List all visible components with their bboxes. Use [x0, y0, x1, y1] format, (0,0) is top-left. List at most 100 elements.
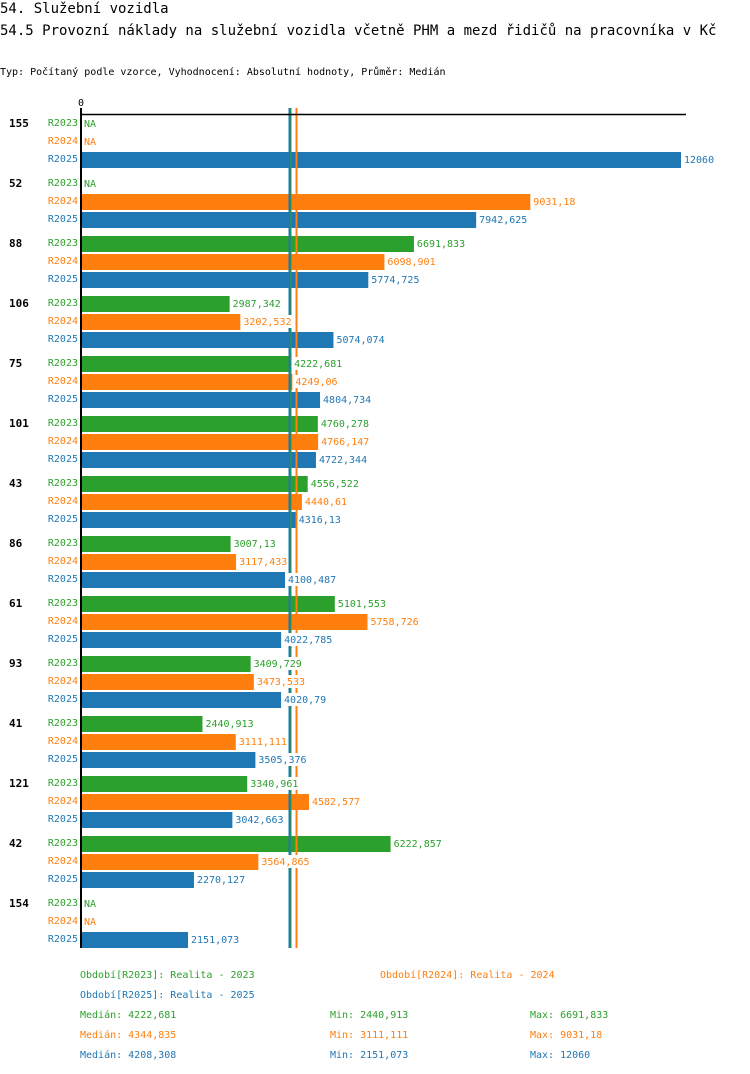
bar-r2024-75 [82, 374, 293, 390]
series-row-label: R2024 [48, 436, 78, 447]
series-row-label: R2023 [48, 658, 78, 669]
series-row-label: R2024 [48, 676, 78, 687]
value-label-background [309, 477, 360, 490]
category-label: 106 [9, 297, 29, 310]
value-label-r2023-42: 6222,857 [394, 839, 442, 850]
bar-r2024-41 [82, 734, 236, 750]
legend-max-r2023: Max: 6691,833 [530, 1010, 609, 1021]
category-label: 93 [9, 657, 22, 670]
legend-min-r2023: Min: 2440,913 [330, 1010, 409, 1021]
legend-min-r2024: Min: 3111,111 [330, 1030, 409, 1041]
legend-max-r2024: Max: 9031,18 [530, 1030, 603, 1041]
bar-r2024-42 [82, 854, 259, 870]
value-label-r2024-121: 4582,577 [312, 797, 360, 808]
value-label-background [532, 195, 577, 208]
x-tick-label: 0 [78, 98, 84, 109]
indicator-title: 54.5 Provozní náklady na služební vozidl… [0, 23, 717, 39]
value-label-r2024-101: 4766,147 [321, 437, 369, 448]
series-row-label: R2023 [48, 418, 78, 429]
bar-r2025-41 [82, 752, 256, 768]
series-row-label: R2023 [48, 718, 78, 729]
value-label-r2024-52: 9031,18 [533, 197, 575, 208]
series-row-label: R2025 [48, 154, 78, 165]
category-label: 52 [9, 177, 22, 190]
value-label-background [370, 273, 421, 286]
series-row-label: R2025 [48, 514, 78, 525]
value-label-r2024-43: 4440,61 [305, 497, 347, 508]
value-label-r2024-88: 6098,901 [387, 257, 435, 268]
value-label-background [293, 357, 344, 370]
series-row-label: R2025 [48, 454, 78, 465]
series-row-label: R2023 [48, 178, 78, 189]
category-label: 75 [9, 357, 22, 370]
legend-period-r2024: Období[R2024]: Realita - 2024 [380, 970, 555, 981]
value-label-background [83, 897, 98, 910]
indicator-meta: Typ: Počítaný podle vzorce, Vyhodnocení:… [0, 67, 446, 78]
value-label-r2024-42: 3564,865 [261, 857, 309, 868]
section-title: 54. Služební vozidla [0, 1, 169, 17]
series-row-label: R2024 [48, 856, 78, 867]
category-label: 42 [9, 837, 22, 850]
value-label-r2025-93: 4020,79 [284, 695, 326, 706]
value-label-background [294, 375, 339, 388]
value-label-background [232, 537, 277, 550]
series-row-label: R2025 [48, 334, 78, 345]
bar-r2025-93 [82, 692, 282, 708]
series-row-label: R2024 [48, 256, 78, 267]
bars-layer [82, 152, 681, 948]
category-label: 155 [9, 117, 29, 130]
value-label-r2024-154: NA [84, 917, 96, 928]
value-label-r2023-43: 4556,522 [311, 479, 359, 490]
value-label-r2023-41: 2440,913 [205, 719, 253, 730]
value-label-r2024-86: 3117,433 [239, 557, 287, 568]
value-label-background [283, 633, 334, 646]
legend-period-r2023: Období[R2023]: Realita - 2023 [80, 970, 255, 981]
series-row-label: R2025 [48, 634, 78, 645]
value-label-r2023-86: 3007,13 [234, 539, 276, 550]
bar-r2024-43 [82, 494, 302, 510]
value-label-r2024-106: 3202,532 [243, 317, 291, 328]
bar-r2023-106 [82, 296, 230, 312]
value-label-r2023-121: 3340,961 [250, 779, 298, 790]
value-label-r2025-101: 4722,344 [319, 455, 367, 466]
value-label-r2023-155: NA [84, 119, 96, 130]
value-label-background [231, 297, 282, 310]
category-label: 154 [9, 897, 29, 910]
bar-r2023-43 [82, 476, 308, 492]
category-label: 43 [9, 477, 22, 490]
value-label-background [195, 873, 247, 886]
value-label-background [683, 153, 716, 166]
value-label-r2023-61: 5101,553 [338, 599, 386, 610]
value-label-background [204, 717, 255, 730]
value-label-background [415, 237, 467, 250]
value-label-background [283, 693, 328, 706]
series-row-label: R2025 [48, 874, 78, 885]
value-label-background [369, 615, 420, 628]
value-label-r2025-86: 4100,487 [288, 575, 336, 586]
bar-r2024-52 [82, 194, 531, 210]
value-label-background [234, 813, 285, 826]
series-row-label: R2023 [48, 118, 78, 129]
value-label-r2025-121: 3042,663 [235, 815, 283, 826]
value-label-r2025-88: 5774,725 [371, 275, 419, 286]
series-row-label: R2024 [48, 376, 78, 387]
median-lines-layer [288, 108, 298, 948]
bar-r2023-41 [82, 716, 203, 732]
bar-r2023-121 [82, 776, 248, 792]
bar-r2023-42 [82, 836, 391, 852]
series-row-label: R2024 [48, 736, 78, 747]
value-label-r2025-43: 4316,13 [299, 515, 341, 526]
value-label-background [310, 795, 362, 808]
value-label-background [83, 915, 98, 928]
series-row-label: R2024 [48, 916, 78, 927]
legend-median-r2023: Medián: 4222,681 [80, 1010, 177, 1021]
value-label-r2025-154: 2151,073 [191, 935, 239, 946]
series-row-label: R2024 [48, 796, 78, 807]
series-row-label: R2024 [48, 196, 78, 207]
bar-chart: 155 R2023 R2024 R2025 52 R2023 R2024 R2025 88 R20… [9, 98, 716, 948]
value-label-r2023-106: 2987,342 [233, 299, 281, 310]
series-row-label: R2025 [48, 214, 78, 225]
category-label: 86 [9, 537, 23, 550]
bar-r2024-93 [82, 674, 254, 690]
series-row-label: R2025 [48, 574, 78, 585]
